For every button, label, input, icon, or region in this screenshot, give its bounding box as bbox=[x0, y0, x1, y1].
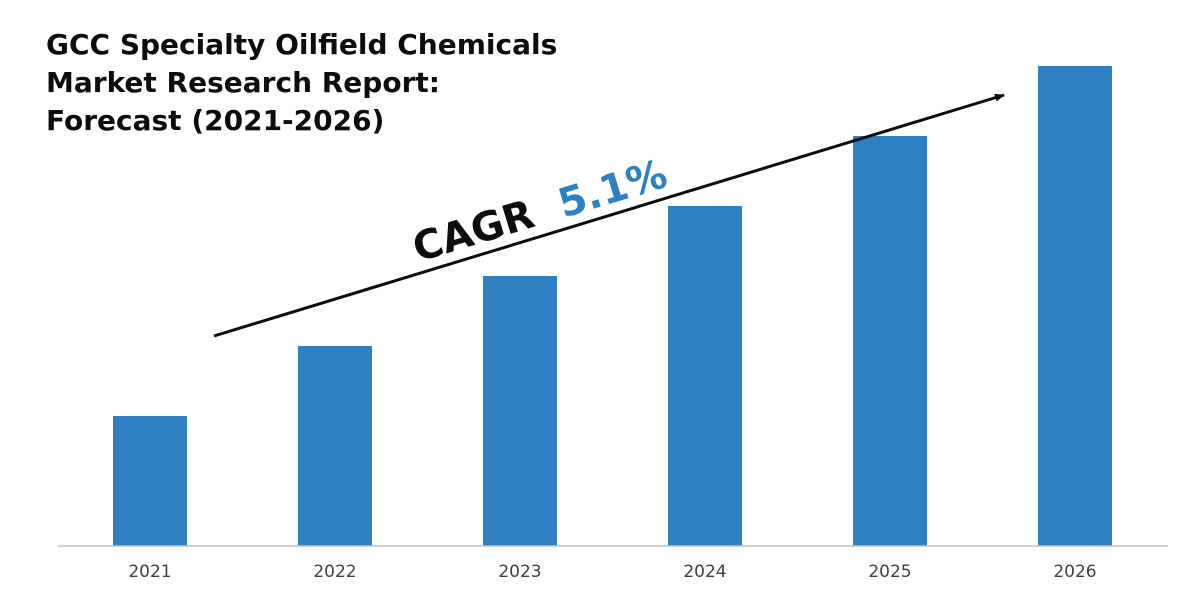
cagr-label: CAGR bbox=[408, 192, 540, 272]
cagr-value: 5.1% bbox=[553, 151, 673, 227]
cagr-annotation: CAGR 5.1% bbox=[408, 151, 673, 271]
bar-2026 bbox=[1038, 66, 1112, 546]
x-tick-label-2025: 2025 bbox=[868, 562, 911, 582]
x-tick-label-2024: 2024 bbox=[683, 562, 726, 582]
chart-title: GCC Specialty Oilfield Chemicals Market … bbox=[46, 28, 557, 137]
bar-2025 bbox=[853, 136, 927, 546]
x-tick-label-2023: 2023 bbox=[498, 562, 541, 582]
bar-2024 bbox=[668, 206, 742, 546]
x-tick-label-2022: 2022 bbox=[313, 562, 356, 582]
bar-2022 bbox=[298, 346, 372, 546]
chart-title-line-2: Market Research Report: bbox=[46, 66, 440, 99]
chart-title-line-3: Forecast (2021-2026) bbox=[46, 104, 384, 137]
chart-title-line-1: GCC Specialty Oilfield Chemicals bbox=[46, 28, 557, 61]
bar-2021 bbox=[113, 416, 187, 546]
bar-2023 bbox=[483, 276, 557, 546]
x-tick-label-2026: 2026 bbox=[1053, 562, 1096, 582]
x-axis-ticks: 2021 2022 2023 2024 2025 2026 bbox=[128, 562, 1096, 582]
x-tick-label-2021: 2021 bbox=[128, 562, 171, 582]
trend-arrow bbox=[213, 93, 1005, 338]
bar-series bbox=[113, 66, 1112, 546]
